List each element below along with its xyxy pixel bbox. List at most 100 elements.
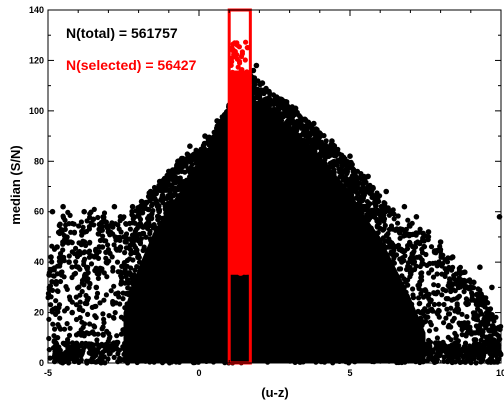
data-point bbox=[87, 321, 93, 327]
outlier-point bbox=[462, 269, 468, 276]
outlier-point bbox=[274, 98, 281, 104]
data-point bbox=[436, 314, 442, 320]
data-point bbox=[412, 244, 419, 250]
data-point bbox=[217, 123, 223, 129]
data-point bbox=[72, 251, 78, 257]
data-point bbox=[205, 136, 212, 142]
data-point bbox=[101, 320, 107, 326]
data-point bbox=[435, 282, 441, 289]
data-point bbox=[105, 242, 111, 248]
data-point bbox=[382, 249, 388, 255]
data-point bbox=[381, 200, 387, 206]
data-point bbox=[395, 340, 401, 346]
data-point bbox=[56, 324, 62, 330]
data-point bbox=[418, 270, 424, 277]
data-point bbox=[112, 310, 118, 316]
selected-point bbox=[239, 245, 245, 251]
data-point bbox=[159, 192, 165, 199]
data-point bbox=[103, 238, 109, 244]
data-point bbox=[114, 247, 120, 253]
outlier-point bbox=[175, 158, 181, 165]
data-point bbox=[437, 243, 443, 249]
data-point bbox=[163, 353, 169, 359]
data-point bbox=[322, 160, 328, 167]
data-point bbox=[172, 202, 179, 208]
data-point bbox=[388, 249, 394, 255]
selected-point bbox=[236, 100, 242, 106]
data-point bbox=[423, 318, 429, 324]
x-tick-label: 5 bbox=[347, 368, 352, 378]
data-point bbox=[361, 173, 367, 179]
data-point bbox=[274, 340, 280, 347]
selected-point bbox=[239, 110, 246, 116]
data-point bbox=[492, 350, 498, 356]
data-point bbox=[131, 353, 137, 359]
selected-point bbox=[243, 101, 249, 107]
data-point bbox=[106, 331, 112, 337]
data-point bbox=[170, 353, 176, 359]
data-point bbox=[122, 270, 129, 277]
data-point bbox=[427, 347, 434, 353]
data-point bbox=[136, 345, 142, 351]
data-point bbox=[64, 305, 70, 311]
data-point bbox=[477, 287, 483, 293]
data-point bbox=[100, 332, 106, 338]
data-point bbox=[417, 226, 423, 232]
data-point bbox=[150, 225, 156, 231]
data-point bbox=[55, 335, 61, 341]
y-axis-label: median (S/N) bbox=[8, 145, 23, 224]
selected-point bbox=[243, 269, 249, 275]
data-point bbox=[130, 281, 136, 287]
data-point bbox=[177, 181, 183, 187]
data-point bbox=[340, 160, 346, 166]
data-point bbox=[366, 341, 373, 347]
data-point bbox=[314, 156, 320, 162]
outlier-point bbox=[90, 216, 97, 223]
data-point bbox=[300, 350, 306, 356]
data-point bbox=[445, 359, 451, 365]
data-point bbox=[121, 260, 127, 266]
selected-point bbox=[242, 171, 248, 177]
data-point bbox=[210, 359, 217, 365]
outlier-point bbox=[489, 284, 495, 291]
data-point bbox=[428, 244, 435, 250]
outlier-point bbox=[129, 203, 136, 210]
data-point bbox=[100, 311, 106, 317]
data-point bbox=[194, 174, 200, 180]
data-point bbox=[172, 188, 179, 194]
data-point bbox=[213, 135, 219, 141]
outlier-point bbox=[449, 254, 456, 260]
data-point bbox=[488, 351, 494, 357]
selected-point bbox=[232, 95, 238, 101]
data-point bbox=[391, 211, 397, 217]
data-point bbox=[435, 289, 441, 295]
data-point bbox=[356, 175, 363, 181]
data-point bbox=[64, 321, 70, 327]
data-point bbox=[102, 346, 109, 352]
data-point bbox=[203, 353, 209, 359]
data-point bbox=[472, 310, 478, 316]
data-point bbox=[329, 345, 335, 351]
data-point bbox=[266, 342, 272, 348]
data-point bbox=[163, 196, 170, 202]
outlier-point bbox=[138, 198, 145, 205]
selected-point bbox=[234, 194, 240, 200]
y-tick-label: 120 bbox=[29, 55, 44, 65]
data-point bbox=[123, 349, 129, 355]
data-point bbox=[158, 346, 165, 353]
data-point bbox=[185, 187, 191, 193]
data-point bbox=[120, 296, 126, 302]
data-point bbox=[69, 299, 75, 305]
data-point bbox=[262, 355, 268, 361]
data-point bbox=[114, 259, 121, 265]
data-point bbox=[403, 289, 409, 295]
data-point bbox=[94, 337, 100, 343]
data-point bbox=[359, 353, 365, 359]
data-point bbox=[427, 260, 433, 267]
selected-point bbox=[244, 131, 251, 138]
data-point bbox=[103, 219, 109, 225]
data-point bbox=[183, 160, 189, 166]
data-point bbox=[78, 219, 84, 225]
data-point bbox=[201, 140, 207, 146]
outlier-point bbox=[259, 80, 266, 86]
